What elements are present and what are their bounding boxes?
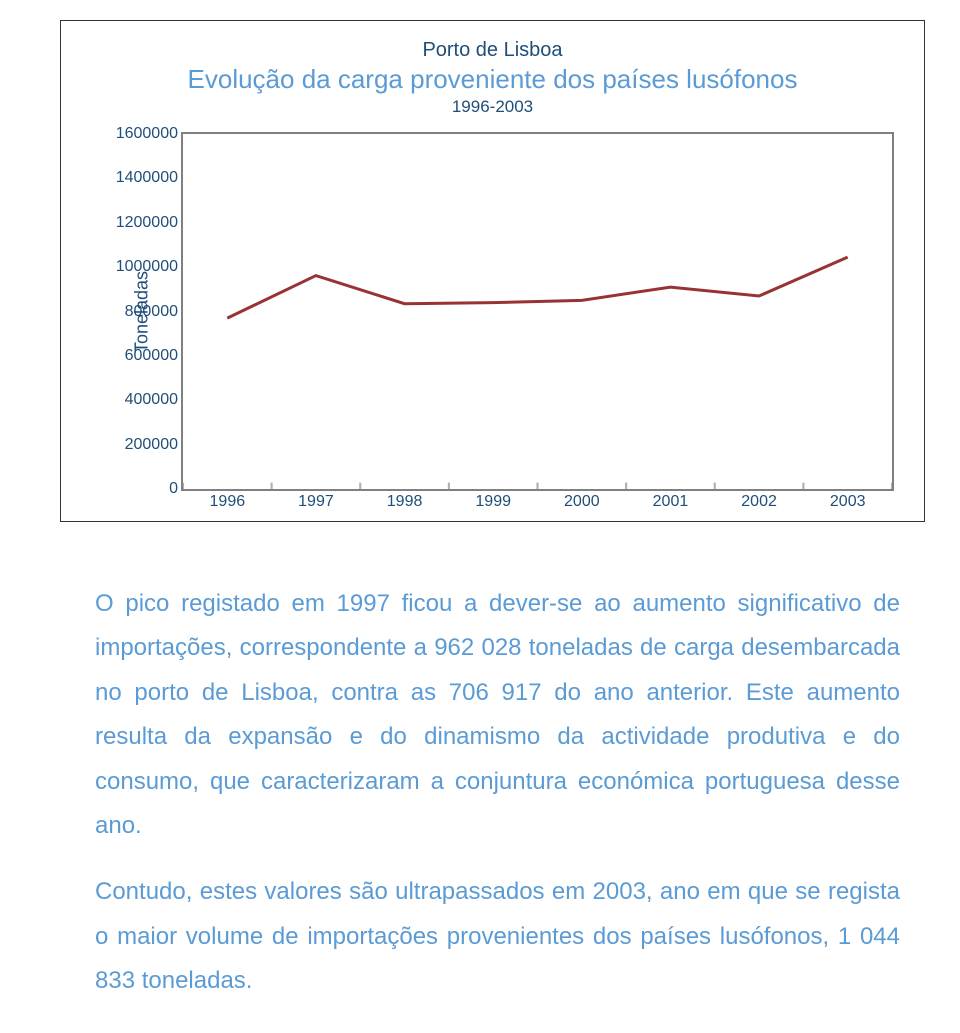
y-tick-label: 400000 xyxy=(108,391,178,409)
paragraph-2: Contudo, estes valores são ultrapassados… xyxy=(95,870,900,1003)
chart-plot-area: 0200000400000600000800000100000012000001… xyxy=(181,132,894,491)
y-tick-label: 600000 xyxy=(108,347,178,365)
y-tick-label: 200000 xyxy=(108,436,178,454)
y-tick-label: 1000000 xyxy=(108,258,178,276)
y-tick-label: 800000 xyxy=(108,303,178,321)
x-tick-label: 1998 xyxy=(387,493,423,511)
x-tick-label: 2000 xyxy=(564,493,600,511)
paragraph-1: O pico registado em 1997 ficou a dever-s… xyxy=(95,582,900,848)
x-tick-label: 1997 xyxy=(298,493,334,511)
body-text: O pico registado em 1997 ficou a dever-s… xyxy=(95,582,900,1004)
x-tick-group: 1996 1997 1998 1999 2000 2001 2002 2003 xyxy=(183,493,892,517)
x-tick-label: 1996 xyxy=(210,493,246,511)
chart-container: Porto de Lisboa Evolução da carga proven… xyxy=(60,20,925,522)
x-tick-label: 2003 xyxy=(830,493,866,511)
chart-period: 1996-2003 xyxy=(91,97,894,117)
x-tick-label: 2001 xyxy=(653,493,689,511)
x-tick-label: 2002 xyxy=(741,493,777,511)
y-tick-label: 1600000 xyxy=(108,125,178,143)
y-tick-label: 1400000 xyxy=(108,169,178,187)
chart-title-large: Evolução da carga proveniente dos países… xyxy=(91,64,894,95)
x-tick-label: 1999 xyxy=(475,493,511,511)
y-tick-label: 1200000 xyxy=(108,214,178,232)
chart-wrapper: Toneladas 020000040000060000080000010000… xyxy=(91,132,894,491)
chart-svg xyxy=(183,134,892,489)
y-tick-group: 0200000400000600000800000100000012000001… xyxy=(108,134,178,489)
chart-title-small: Porto de Lisboa xyxy=(91,39,894,62)
y-tick-label: 0 xyxy=(108,480,178,498)
